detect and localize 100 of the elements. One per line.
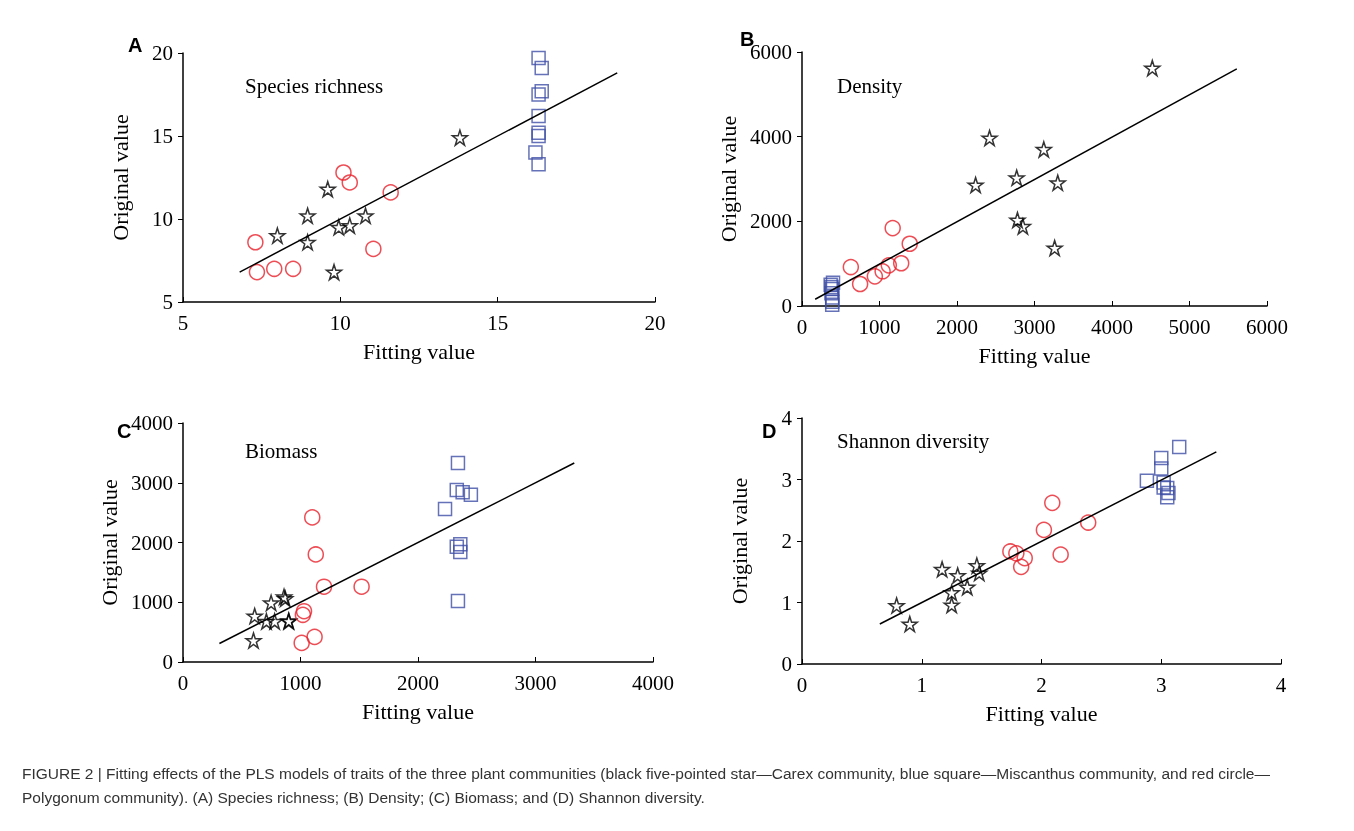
point xyxy=(1156,475,1171,490)
point xyxy=(970,564,988,582)
point xyxy=(866,268,884,285)
x-tick-label: 3000 xyxy=(514,670,557,695)
x-tick-label: 4000 xyxy=(632,670,674,695)
text: Shannon diversity xyxy=(837,428,990,453)
point xyxy=(1159,490,1175,505)
point xyxy=(531,87,546,102)
x-tick-label: 2000 xyxy=(397,670,439,695)
point xyxy=(449,482,465,498)
chart-title: C xyxy=(117,420,132,442)
y-tick-label: 15 xyxy=(152,124,173,148)
y-tick-label: 2000 xyxy=(750,209,792,234)
y-tick-label: 20 xyxy=(152,41,173,65)
point xyxy=(531,50,546,66)
x-tick-label: 1000 xyxy=(858,314,901,339)
y-tick-label: 4 xyxy=(781,406,793,430)
point xyxy=(1008,545,1025,562)
point xyxy=(1044,494,1061,512)
point xyxy=(1046,239,1063,257)
y-tick-label: 1 xyxy=(781,590,792,615)
point xyxy=(248,263,266,281)
point xyxy=(1159,480,1175,496)
point xyxy=(1139,473,1155,488)
x-axis-title: Fitting value xyxy=(978,342,1091,368)
x-tick-label: 5000 xyxy=(1168,314,1211,339)
point xyxy=(341,217,359,234)
point xyxy=(1171,439,1187,455)
point xyxy=(531,156,546,172)
point xyxy=(365,240,382,258)
x-tick-label: 3 xyxy=(1156,672,1167,697)
point xyxy=(1079,514,1097,531)
point xyxy=(901,615,919,633)
y-axis-title: Original value xyxy=(96,479,122,606)
point xyxy=(284,260,302,278)
point xyxy=(1049,174,1066,192)
point xyxy=(1154,461,1169,476)
y-tick-label: 3000 xyxy=(131,470,173,495)
text: Density xyxy=(837,73,903,98)
y-tick-label: 0 xyxy=(781,294,792,318)
point xyxy=(531,128,546,144)
y-tick-label: 4000 xyxy=(131,411,173,435)
x-tick-label: 3000 xyxy=(1013,314,1056,339)
caption: FIGURE 2 | Fitting effects of the PLS models of traits of the three plant communities (black five-pointed star—Carex community, blue square—Miscanthus community, and red circle—Polygonum community). (A) Species richness; (B) Density; (C) Biomass; and (D) Shannon diversity. xyxy=(22,764,1271,808)
point xyxy=(304,509,321,526)
point xyxy=(888,597,905,614)
point xyxy=(299,207,316,224)
point xyxy=(262,594,280,612)
point xyxy=(880,257,898,274)
point xyxy=(341,174,359,191)
point xyxy=(933,561,951,578)
point xyxy=(851,275,869,293)
point xyxy=(293,634,310,652)
point xyxy=(246,607,263,625)
point xyxy=(1016,549,1033,567)
point xyxy=(1156,480,1171,495)
y-axis-title: Original value xyxy=(715,115,741,243)
point xyxy=(1002,543,1019,560)
point xyxy=(901,235,918,253)
point xyxy=(258,613,275,630)
y-tick-label: 0 xyxy=(162,650,173,674)
y-tick-label: 5 xyxy=(162,290,173,314)
x-axis-title: Fitting value xyxy=(363,338,475,364)
point xyxy=(1161,485,1176,501)
point xyxy=(319,180,336,198)
x-tick-label: 6000 xyxy=(1246,314,1288,339)
x-tick-label: 1 xyxy=(916,672,927,697)
x-axis-title: Fitting value xyxy=(362,698,474,724)
point xyxy=(453,537,468,552)
y-tick-label: 10 xyxy=(152,207,173,231)
x-axis-title: Fitting value xyxy=(985,700,1098,726)
point xyxy=(1008,169,1025,186)
point xyxy=(450,455,466,471)
x-tick-label: 2 xyxy=(1036,672,1047,697)
point xyxy=(531,108,546,124)
point xyxy=(1035,521,1053,539)
point xyxy=(266,260,283,278)
point xyxy=(531,125,546,140)
point xyxy=(247,233,264,251)
point xyxy=(943,584,960,601)
point xyxy=(450,593,466,609)
point xyxy=(1052,546,1069,563)
point xyxy=(1009,211,1026,229)
point xyxy=(330,219,348,236)
point xyxy=(528,145,543,160)
point xyxy=(943,596,960,614)
x-tick-label: 10 xyxy=(329,310,351,335)
point xyxy=(534,83,549,99)
point xyxy=(306,628,323,646)
point xyxy=(294,606,312,624)
y-tick-label: 1000 xyxy=(131,590,173,615)
point xyxy=(842,258,860,276)
point xyxy=(269,227,286,244)
x-tick-label: 4 xyxy=(1275,672,1287,697)
point xyxy=(295,602,313,620)
point xyxy=(437,501,453,517)
point xyxy=(307,546,325,563)
y-tick-label: 3 xyxy=(781,467,792,492)
x-tick-label: 1000 xyxy=(279,670,322,695)
point xyxy=(357,207,374,224)
